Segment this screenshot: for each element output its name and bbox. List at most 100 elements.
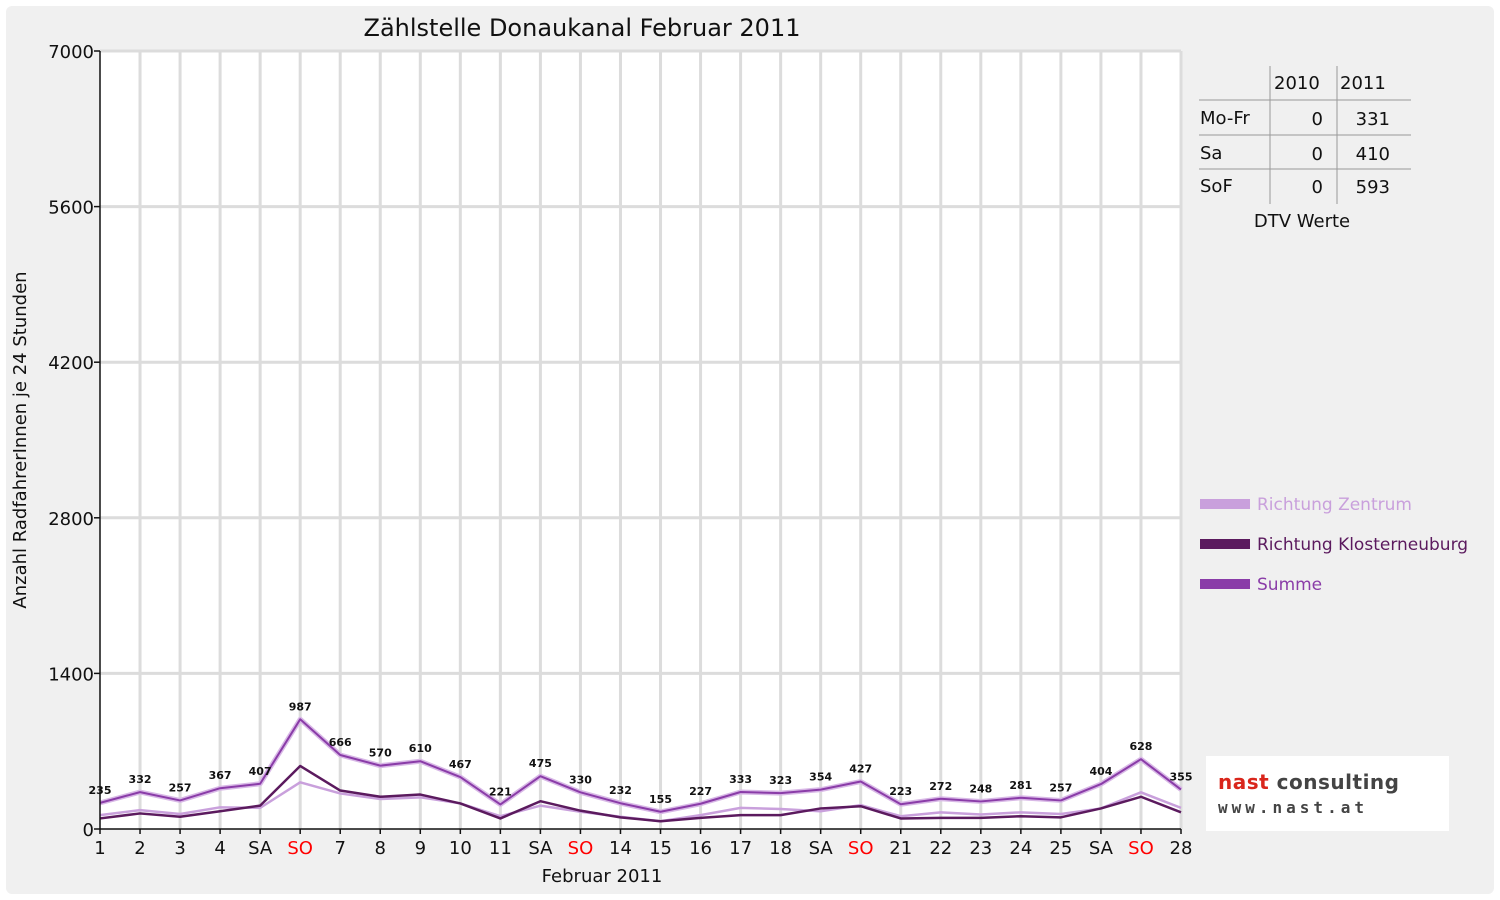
y-tick-label: 1400 (48, 664, 94, 685)
data-label: 155 (649, 793, 672, 806)
x-tick-label: 4 (214, 838, 225, 859)
x-tick-label: SA (528, 838, 553, 859)
series-lines (99, 716, 1183, 823)
x-tick-label: SO (1128, 838, 1154, 859)
dtv-cell: 0 (1312, 177, 1323, 198)
data-label: 330 (569, 773, 592, 786)
series-line-2 (99, 764, 1182, 823)
plot-area (100, 51, 1181, 829)
x-tick-label: SO (848, 838, 874, 859)
axes (94, 50, 1182, 834)
x-tick-labels: 1 2 3 4 SA SO 7 8 9 10 11 SA SO 14 15 16 17 18 SA SO 21 22 23 2… (94, 838, 1192, 859)
legend-swatch (1200, 579, 1250, 589)
x-tick-label: SA (809, 838, 834, 859)
logo-wordmark: nast consulting (1218, 770, 1399, 794)
chart-canvas: Zählstelle Donaukanal Februar 2011 23533… (10, 14, 1468, 887)
y-tick-label: 7000 (48, 42, 94, 63)
dtv-row-label: Mo-Fr (1200, 108, 1250, 129)
legend-swatch (1200, 539, 1250, 549)
x-tick-label: SO (287, 838, 313, 859)
data-label: 354 (809, 771, 832, 784)
y-tick-label: 0 (83, 820, 94, 841)
dtv-col-2011: 2011 (1340, 73, 1386, 94)
data-label: 248 (969, 782, 992, 795)
data-label: 570 (369, 747, 392, 760)
data-label: 407 (249, 765, 272, 778)
data-label: 333 (729, 773, 752, 786)
dtv-cell: 0 (1312, 109, 1323, 130)
x-tick-label: 9 (415, 838, 426, 859)
x-tick-label: 24 (1009, 838, 1032, 859)
dtv-table: 2010 2011 Mo-Fr 0 331 Sa 0 410 SoF 0 593… (1199, 66, 1411, 232)
data-label: 467 (449, 758, 472, 771)
x-tick-label: 22 (929, 838, 952, 859)
legend-label: Summe (1257, 575, 1322, 595)
y-tick-label: 2800 (48, 509, 94, 530)
data-label: 323 (769, 774, 792, 787)
x-tick-label: 18 (769, 838, 792, 859)
data-label: 987 (289, 700, 312, 713)
x-tick-label: 17 (729, 838, 752, 859)
x-tick-label: SA (248, 838, 273, 859)
y-tick-label: 5600 (48, 198, 94, 219)
data-label: 355 (1170, 771, 1193, 784)
legend-swatch (1200, 499, 1250, 509)
dtv-cell: 410 (1356, 144, 1390, 165)
x-tick-label: 25 (1049, 838, 1072, 859)
x-tick-label: 3 (174, 838, 185, 859)
chart-title: Zählstelle Donaukanal Februar 2011 (364, 14, 801, 42)
x-tick-label: 21 (889, 838, 912, 859)
data-label: 221 (489, 785, 512, 798)
dtv-cell: 331 (1356, 109, 1390, 130)
x-tick-label: 15 (649, 838, 672, 859)
data-label: 628 (1129, 740, 1152, 753)
data-label: 272 (929, 780, 952, 793)
data-label: 427 (849, 763, 872, 776)
legend: Richtung Zentrum Richtung Klosterneuburg S… (1200, 495, 1468, 595)
x-tick-label: 2 (134, 838, 145, 859)
x-tick-label: 1 (94, 838, 105, 859)
x-tick-label: 7 (334, 838, 345, 859)
data-label: 332 (129, 773, 152, 786)
data-label: 404 (1089, 765, 1112, 778)
x-tick-label: 28 (1170, 838, 1193, 859)
dtv-col-2010: 2010 (1274, 73, 1320, 94)
dtv-caption: DTV Werte (1254, 211, 1350, 232)
series-line-3 (99, 718, 1182, 813)
dtv-cell: 0 (1312, 144, 1323, 165)
y-tick-labels: 0 1400 2800 4200 5600 7000 (48, 42, 94, 841)
legend-label: Richtung Zentrum (1257, 495, 1412, 515)
data-label: 610 (409, 742, 432, 755)
logo-word-consulting: consulting (1276, 770, 1400, 794)
data-label: 666 (329, 736, 352, 749)
x-tick-label: 23 (969, 838, 992, 859)
data-label: 367 (209, 769, 232, 782)
dtv-cell: 593 (1356, 177, 1390, 198)
chart-frame: Zählstelle Donaukanal Februar 2011 235 33… (6, 6, 1494, 894)
data-label: 232 (609, 784, 632, 797)
x-tick-label: SO (568, 838, 594, 859)
y-axis-title: Anzahl RadfahrerInnen je 24 Stunden (10, 271, 31, 608)
x-tick-label: 8 (375, 838, 386, 859)
x-tick-label: 10 (449, 838, 472, 859)
x-tick-label: 11 (489, 838, 512, 859)
data-label: 281 (1009, 779, 1032, 792)
logo-url: www.nast.at (1218, 798, 1368, 817)
data-label: 257 (1049, 781, 1072, 794)
data-label: 223 (889, 785, 912, 798)
data-label: 227 (689, 785, 712, 798)
logo-word-nast: nast (1218, 770, 1270, 794)
dtv-row-label: SoF (1200, 176, 1233, 197)
dtv-row-label: Sa (1200, 143, 1222, 164)
x-tick-label: SA (1089, 838, 1114, 859)
x-tick-label: 16 (689, 838, 712, 859)
data-label: 257 (169, 781, 192, 794)
x-axis-title: Februar 2011 (542, 866, 663, 887)
x-tick-label: 14 (609, 838, 632, 859)
legend-label: Richtung Klosterneuburg (1257, 535, 1468, 555)
data-label: 475 (529, 757, 552, 770)
company-logo: nast consulting www.nast.at (1206, 756, 1449, 831)
grid-lines (100, 49, 1183, 829)
y-tick-label: 4200 (48, 353, 94, 374)
